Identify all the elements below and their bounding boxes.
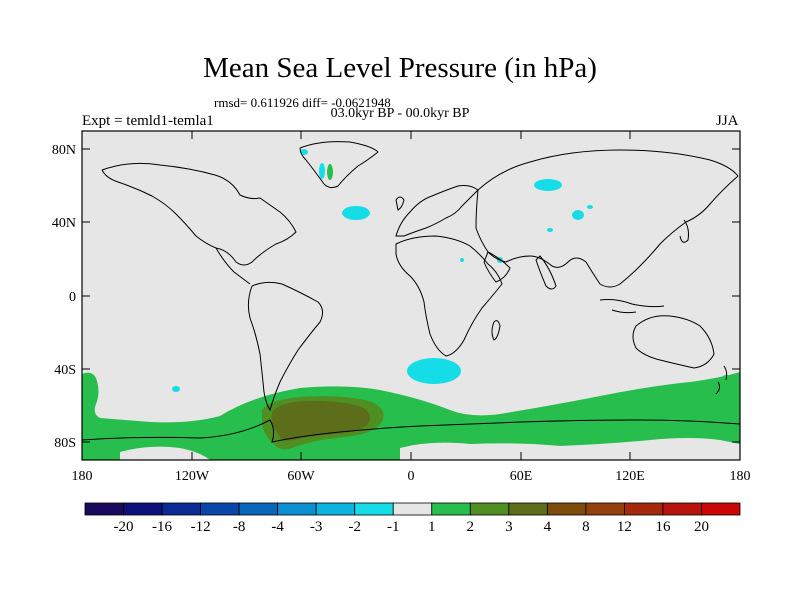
coast-new-zealand bbox=[715, 365, 728, 395]
colorbar bbox=[84, 502, 741, 516]
colorbar-swatch bbox=[701, 502, 741, 516]
colorbar-swatch bbox=[662, 502, 702, 516]
small-negative-patch-4 bbox=[547, 228, 553, 232]
period-text: 03.0kyr BP - 00.0kyr BP bbox=[330, 106, 470, 121]
colorbar-label: -20 bbox=[113, 519, 134, 535]
colorbar-label: -8 bbox=[232, 519, 246, 535]
lon-tick-marks bbox=[81, 131, 741, 460]
coast-arabia bbox=[483, 251, 511, 283]
coast-africa bbox=[395, 235, 503, 357]
colorbar-swatch bbox=[392, 502, 433, 516]
map-title: Mean Sea Level Pressure (in hPa) bbox=[203, 52, 597, 84]
colorbar-label: 4 bbox=[543, 519, 552, 535]
asia-negative-anomaly bbox=[572, 210, 584, 220]
colorbar-label: 12 bbox=[616, 519, 632, 535]
coast-north-america bbox=[101, 162, 297, 266]
colorbar-swatch bbox=[123, 502, 163, 516]
colorbar-swatch bbox=[84, 502, 124, 516]
lat-label-40n: 40N bbox=[52, 216, 76, 231]
antarctica-neutral-patch bbox=[400, 438, 740, 460]
colorbar-label: -3 bbox=[309, 519, 323, 535]
colorbar-swatch bbox=[431, 502, 471, 516]
colorbar-label: 20 bbox=[693, 519, 709, 535]
lon-label-180w: 180 bbox=[72, 469, 93, 484]
lon-label-0: 0 bbox=[408, 469, 415, 484]
colorbar-label: -2 bbox=[348, 519, 361, 535]
lat-label-80s: 80S bbox=[54, 436, 76, 451]
small-negative-patch-1 bbox=[172, 386, 180, 392]
colorbar-label: -4 bbox=[271, 519, 284, 535]
lat-labels: 80N 40N 0 40S 80S bbox=[52, 143, 76, 451]
lon-label-120e: 120E bbox=[615, 469, 645, 484]
colorbar-swatch bbox=[277, 502, 317, 516]
south-atlantic-negative-anomaly bbox=[407, 358, 461, 384]
colorbar-swatch bbox=[161, 502, 201, 516]
colorbar-label: -16 bbox=[152, 519, 173, 535]
small-negative-patch-6 bbox=[587, 205, 593, 209]
greenland-positive-patch bbox=[327, 164, 333, 180]
lat-label-80n: 80N bbox=[52, 143, 76, 158]
colorbar-swatch bbox=[200, 502, 240, 516]
lat-label-40s: 40S bbox=[54, 363, 76, 378]
colorbar-swatch bbox=[508, 502, 548, 516]
greenland-negative-patch bbox=[319, 163, 325, 179]
coast-uk bbox=[395, 196, 405, 211]
lat-label-0: 0 bbox=[69, 290, 76, 305]
experiment-label: Expt = temld1-temla1 bbox=[82, 113, 214, 129]
antarctic-positive-anomaly-core bbox=[271, 400, 370, 441]
southern-ocean-positive-anomaly bbox=[82, 372, 740, 460]
season-label: JJA bbox=[716, 113, 739, 129]
small-negative-patch-2 bbox=[300, 149, 308, 155]
colorbar-swatch bbox=[469, 502, 510, 516]
coastlines bbox=[82, 141, 740, 443]
coast-greenland bbox=[299, 141, 379, 189]
lon-label-180e: 180 bbox=[730, 469, 751, 484]
coast-central-america bbox=[215, 247, 251, 285]
small-negative-patch-5 bbox=[460, 258, 464, 262]
colorbar-swatch bbox=[546, 502, 587, 516]
lon-labels: 180 120W 60W 0 60E 120E 180 bbox=[72, 469, 751, 484]
colorbar-swatch bbox=[315, 502, 356, 516]
lon-label-120w: 120W bbox=[175, 469, 210, 484]
lon-label-60e: 60E bbox=[510, 469, 533, 484]
coast-india bbox=[535, 255, 557, 290]
coast-australia bbox=[632, 315, 715, 369]
colorbar-label: 2 bbox=[466, 519, 475, 535]
coast-japan bbox=[679, 219, 689, 243]
colorbar-label: 1 bbox=[428, 519, 436, 535]
colorbar-swatch bbox=[624, 502, 664, 516]
stats-text: rmsd= 0.611926 diff= -0.0621948 bbox=[214, 95, 391, 110]
arctic-negative-anomaly bbox=[534, 179, 562, 191]
lat-tick-marks bbox=[82, 148, 740, 443]
coast-antarctica bbox=[82, 419, 740, 443]
coast-indonesia bbox=[599, 299, 665, 314]
colorbar-label: -1 bbox=[386, 519, 400, 535]
coast-madagascar bbox=[491, 320, 501, 341]
colorbar-label: -12 bbox=[190, 519, 211, 535]
lon-label-60w: 60W bbox=[287, 469, 315, 484]
colorbar-label: 16 bbox=[655, 519, 671, 535]
antarctica-neutral-patch-west bbox=[120, 446, 210, 460]
colorbar-label: 3 bbox=[505, 519, 513, 535]
north-atlantic-negative-anomaly bbox=[342, 206, 370, 220]
colorbar-swatch bbox=[585, 502, 625, 516]
colorbar-swatch bbox=[238, 502, 279, 516]
pressure-anomaly-fields bbox=[82, 149, 740, 460]
coast-south-america bbox=[247, 281, 324, 412]
colorbar-swatch bbox=[354, 502, 394, 516]
coast-asia bbox=[475, 149, 739, 288]
colorbar-label: 8 bbox=[582, 519, 590, 535]
